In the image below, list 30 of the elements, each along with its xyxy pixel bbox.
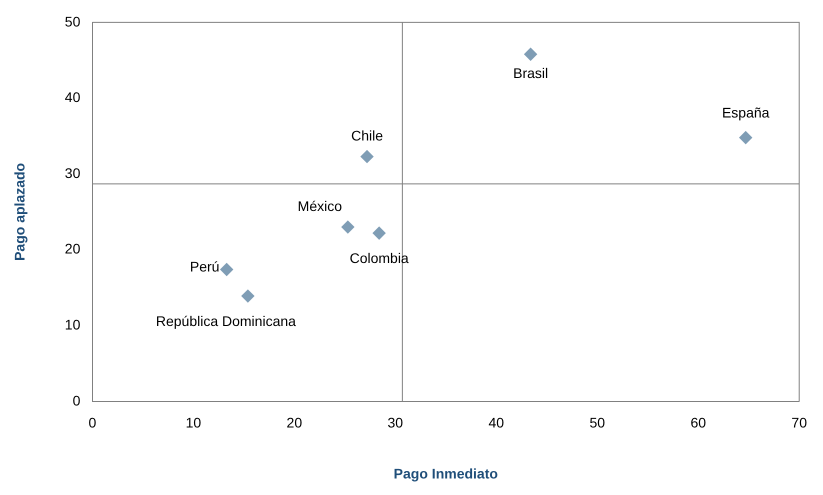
point (524, 48, 538, 61)
point (360, 150, 374, 164)
y-tick-label: 50 (64, 13, 81, 30)
point (372, 226, 386, 240)
annotation: España (722, 104, 770, 120)
x-tick-label: 40 (488, 414, 504, 431)
x-tick-label: 10 (186, 414, 202, 431)
y-tick-label: 40 (64, 89, 81, 106)
x-tick-label: 20 (286, 414, 302, 431)
y-tick-label: 20 (64, 240, 81, 257)
y-tick-label: 30 (64, 164, 81, 181)
x-axis-title: Pago Inmediato (394, 465, 498, 482)
annotation: Colombia (350, 250, 409, 266)
point (739, 131, 752, 144)
x-tick-label: 50 (589, 414, 606, 431)
point (220, 263, 234, 276)
y-tick-label: 10 (64, 316, 81, 332)
annotation: Perú (190, 258, 220, 274)
annotation: México (298, 198, 342, 214)
point (241, 290, 254, 303)
y-tick-label: 0 (72, 392, 81, 408)
x-tick-label: 0 (88, 414, 96, 431)
annotation: República Dominicana (156, 312, 296, 329)
annotation: Chile (351, 127, 384, 144)
x-tick-label: 30 (388, 414, 404, 431)
annotation: Brasil (513, 65, 548, 82)
point (341, 220, 354, 234)
x-tick-label: 70 (791, 414, 808, 431)
y-axis-title: Pago aplazado (11, 162, 28, 261)
x-tick-label: 60 (690, 414, 706, 431)
